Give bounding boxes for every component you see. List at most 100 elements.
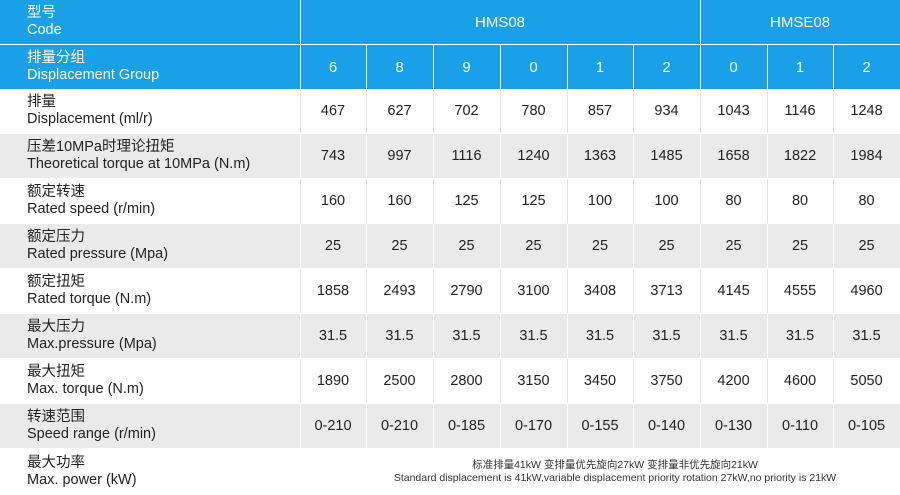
value-cell: 1658	[700, 134, 767, 179]
value-cell: 31.5	[833, 314, 900, 359]
row-label-zh: 压差10MPa时理论扭矩	[27, 139, 300, 156]
row-label-zh: 额定转速	[27, 184, 300, 201]
value-cell: 3408	[567, 269, 633, 314]
code-label-en: Code	[27, 22, 300, 39]
max-power-note: 标准排量41kW 变排量优先旋向27kW 变排量非优先旋向21kW Standa…	[300, 449, 900, 495]
row-label-en: Max.pressure (Mpa)	[27, 336, 300, 353]
value-cell: 0-140	[633, 404, 700, 449]
value-cell: 80	[700, 179, 767, 224]
value-cell: 25	[833, 224, 900, 269]
value-cell: 25	[300, 224, 366, 269]
row-label-en: Rated torque (N.m)	[27, 291, 300, 308]
value-cell: 25	[633, 224, 700, 269]
value-cell: 3713	[633, 269, 700, 314]
row-label-zh: 额定压力	[27, 229, 300, 246]
value-cell: 1858	[300, 269, 366, 314]
footer-row-max-power: 最大功率 Max. power (kW) 标准排量41kW 变排量优先旋向27k…	[0, 449, 900, 495]
row-label-zh: 额定扭矩	[27, 274, 300, 291]
row-label-en: Speed range (r/min)	[27, 426, 300, 443]
row-label-zh: 转速范围	[27, 409, 300, 426]
value-cell: 2790	[433, 269, 500, 314]
footer-body: 最大功率 Max. power (kW) 标准排量41kW 变排量优先旋向27k…	[0, 449, 900, 495]
value-cell: 25	[500, 224, 567, 269]
row-label-en: Theoretical torque at 10MPa (N.m)	[27, 156, 300, 173]
value-cell: 31.5	[767, 314, 833, 359]
value-cell: 25	[433, 224, 500, 269]
group-cell: 6	[300, 45, 366, 90]
value-cell: 3150	[500, 359, 567, 404]
value-cell: 4555	[767, 269, 833, 314]
value-cell: 31.5	[433, 314, 500, 359]
value-cell: 997	[366, 134, 433, 179]
value-cell: 25	[567, 224, 633, 269]
model-hms08: HMS08	[300, 0, 700, 45]
value-cell: 5050	[833, 359, 900, 404]
value-cell: 1146	[767, 89, 833, 134]
row-label-en: Displacement (ml/r)	[27, 111, 300, 128]
value-cell: 4145	[700, 269, 767, 314]
value-cell: 0-210	[300, 404, 366, 449]
value-cell: 3100	[500, 269, 567, 314]
group-cell: 1	[767, 45, 833, 90]
group-cell: 8	[366, 45, 433, 90]
row-label-zh: 最大扭矩	[27, 364, 300, 381]
value-cell: 160	[366, 179, 433, 224]
value-cell: 31.5	[633, 314, 700, 359]
value-cell: 0-170	[500, 404, 567, 449]
value-cell: 934	[633, 89, 700, 134]
value-cell: 160	[300, 179, 366, 224]
value-cell: 1822	[767, 134, 833, 179]
value-cell: 80	[767, 179, 833, 224]
value-cell: 780	[500, 89, 567, 134]
max-power-label-en: Max. power (kW)	[27, 472, 300, 489]
spec-table-body: 型号 Code HMS08 HMSE08 排量分组 Displacement G…	[0, 0, 900, 89]
group-cell: 2	[833, 45, 900, 90]
row-label-zh: 排量	[27, 94, 300, 111]
value-cell: 100	[633, 179, 700, 224]
value-cell: 743	[300, 134, 366, 179]
value-cell: 1043	[700, 89, 767, 134]
value-cell: 2800	[433, 359, 500, 404]
value-cell: 0-105	[833, 404, 900, 449]
group-label-en: Displacement Group	[27, 67, 300, 84]
value-cell: 125	[500, 179, 567, 224]
value-cell: 0-210	[366, 404, 433, 449]
group-cell: 0	[700, 45, 767, 90]
model-hmse08: HMSE08	[700, 0, 900, 45]
row-label-zh: 最大压力	[27, 319, 300, 336]
code-label-zh: 型号	[27, 5, 300, 22]
value-cell: 2500	[366, 359, 433, 404]
value-cell: 25	[366, 224, 433, 269]
value-cell: 1240	[500, 134, 567, 179]
group-cell: 9	[433, 45, 500, 90]
value-cell: 31.5	[700, 314, 767, 359]
value-cell: 25	[700, 224, 767, 269]
value-cell: 125	[433, 179, 500, 224]
value-cell: 3750	[633, 359, 700, 404]
value-cell: 31.5	[300, 314, 366, 359]
value-cell: 100	[567, 179, 633, 224]
max-power-label-cell: 最大功率 Max. power (kW)	[0, 449, 300, 495]
value-cell: 25	[767, 224, 833, 269]
value-cell: 31.5	[366, 314, 433, 359]
max-power-note-en: Standard displacement is 41kW,variable d…	[330, 472, 900, 485]
value-cell: 0-155	[567, 404, 633, 449]
value-cell: 80	[833, 179, 900, 224]
value-cell: 4600	[767, 359, 833, 404]
value-cell: 4200	[700, 359, 767, 404]
value-cell: 31.5	[567, 314, 633, 359]
value-cell: 1363	[567, 134, 633, 179]
max-power-label-zh: 最大功率	[27, 455, 300, 472]
